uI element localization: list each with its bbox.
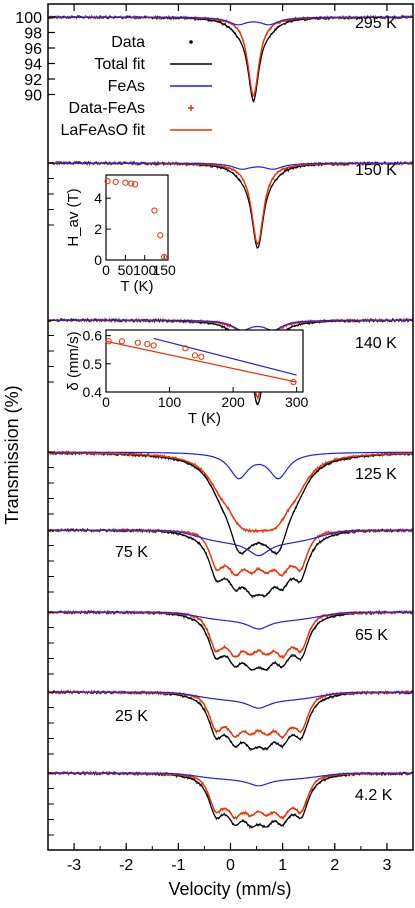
legend-swatch <box>189 40 193 44</box>
temperature-label: 140 K <box>355 335 397 352</box>
y-tick-label: 92 <box>24 72 42 89</box>
feas-fit-line <box>48 451 413 480</box>
inset-point <box>104 178 111 185</box>
inset-point <box>161 253 168 261</box>
inset-frame <box>105 329 304 393</box>
spectrum-panel: 125 K <box>47 449 414 556</box>
spectrum-panel: 295 K <box>47 14 414 104</box>
y-tick-label: 94 <box>24 57 42 74</box>
feas-fit-line <box>48 319 413 332</box>
inset-x-tick-label: 150 <box>152 262 176 278</box>
feas-fit-line <box>48 772 414 787</box>
feas-fit-line <box>48 16 413 26</box>
legend-label: Total fit <box>94 56 145 73</box>
temperature-label: 4.2 K <box>355 787 393 804</box>
y-tick-label: 100 <box>15 10 42 27</box>
spectrum-panel: 25 K <box>47 689 414 752</box>
x-tick-label: -3 <box>67 857 81 874</box>
temperature-label: 65 K <box>355 627 388 644</box>
inset-x-label: T (K) <box>188 410 221 427</box>
inset-point <box>112 178 119 186</box>
spectrum-panel: 150 K <box>47 160 414 250</box>
inset-point <box>290 379 297 386</box>
y-tick-label: 98 <box>24 26 42 43</box>
temperature-label: 295 K <box>355 15 397 32</box>
inset-point <box>131 181 139 188</box>
x-tick-label: 0 <box>226 857 235 874</box>
inset-x-tick-label: 100 <box>158 394 182 410</box>
legend-label: Data <box>111 34 145 51</box>
inset-point <box>122 179 129 186</box>
feas-fit-line <box>48 691 413 709</box>
inset-y-tick-label: 2 <box>94 221 102 237</box>
inset-point <box>118 338 125 345</box>
inset-point <box>105 338 112 345</box>
legend-label: Data-FeAs <box>69 100 145 117</box>
inset-x-tick-label: 200 <box>221 394 245 410</box>
inset-point <box>198 353 205 360</box>
legend-swatch <box>188 105 194 111</box>
x-axis-label: Velocity (mm/s) <box>168 879 291 899</box>
total-fit-line <box>48 529 413 597</box>
inset-y-tick-label: 0.4 <box>83 384 103 400</box>
y-axis-label: Transmission (%) <box>2 385 22 524</box>
inset-fit-red <box>105 340 297 383</box>
spectrum-panel: 4.2 K <box>47 770 414 830</box>
inset-frame <box>105 174 169 261</box>
inset-point <box>134 339 141 346</box>
inset-y-label: δ (mm/s) <box>65 331 82 390</box>
inset-x-tick-label: 50 <box>118 262 134 278</box>
inset-y-tick-label: 4 <box>94 190 102 206</box>
feas-fit-line <box>48 162 413 170</box>
temperature-label: 25 K <box>115 708 148 725</box>
data-trace <box>47 527 414 599</box>
data-feas-trace <box>47 449 414 534</box>
y-tick-label: 90 <box>24 88 42 105</box>
lafeaso-fit-line <box>48 452 413 532</box>
inset-x-tick-label: 300 <box>285 394 309 410</box>
inset-y-tick-label: 0 <box>94 252 102 268</box>
legend-label: FeAs <box>108 78 145 95</box>
feas-fit-line <box>48 611 413 630</box>
inset-isomer-shift: 0 100 200 300 0.4 0.5 0.6 T (K) δ (mm/s) <box>65 328 309 427</box>
inset-y-tick-label: 0.6 <box>83 328 103 344</box>
inset-y-label: H_av (T) <box>65 188 82 246</box>
data-feas-trace <box>47 317 414 401</box>
x-tick-label: 1 <box>278 857 287 874</box>
x-tick-label: 2 <box>330 857 339 874</box>
inset-x-label: T (K) <box>120 278 153 295</box>
inset-point <box>191 352 199 359</box>
x-tick-label: -2 <box>119 857 133 874</box>
temperature-label: 150 K <box>355 162 397 179</box>
legend-label: LaFeAsO fit <box>61 122 146 139</box>
inset-y-tick-label: 0.5 <box>83 356 103 372</box>
temperature-label: 125 K <box>355 466 397 483</box>
spectrum-panel: 75 K <box>47 527 414 599</box>
temperature-label: 75 K <box>115 544 148 561</box>
inset-point <box>144 340 151 348</box>
inset-point <box>128 180 135 187</box>
inset-point <box>151 207 158 214</box>
inset-fit-blue <box>153 337 297 376</box>
lafeaso-fit-line <box>48 691 413 738</box>
x-tick-label: -1 <box>171 857 185 874</box>
inset-x-tick-label: 0 <box>102 394 110 410</box>
feas-fit-line <box>48 529 413 557</box>
x-tick-label: 3 <box>382 857 391 874</box>
inset-x-tick-label: 0 <box>102 262 110 278</box>
plot-layer: 295 K 150 K 140 K 125 K 75 K 65 K 25 K 4.2 K <box>47 14 414 830</box>
inset-point <box>182 345 189 352</box>
inset-point <box>150 342 157 349</box>
inset-x-tick-label: 100 <box>133 262 157 278</box>
inset-point <box>157 232 164 239</box>
y-tick-label: 96 <box>24 41 42 58</box>
legend: Data Total fit FeAs Data-FeAs LaFeAsO fit <box>61 34 212 139</box>
spectrum-panel: 65 K <box>47 609 414 672</box>
